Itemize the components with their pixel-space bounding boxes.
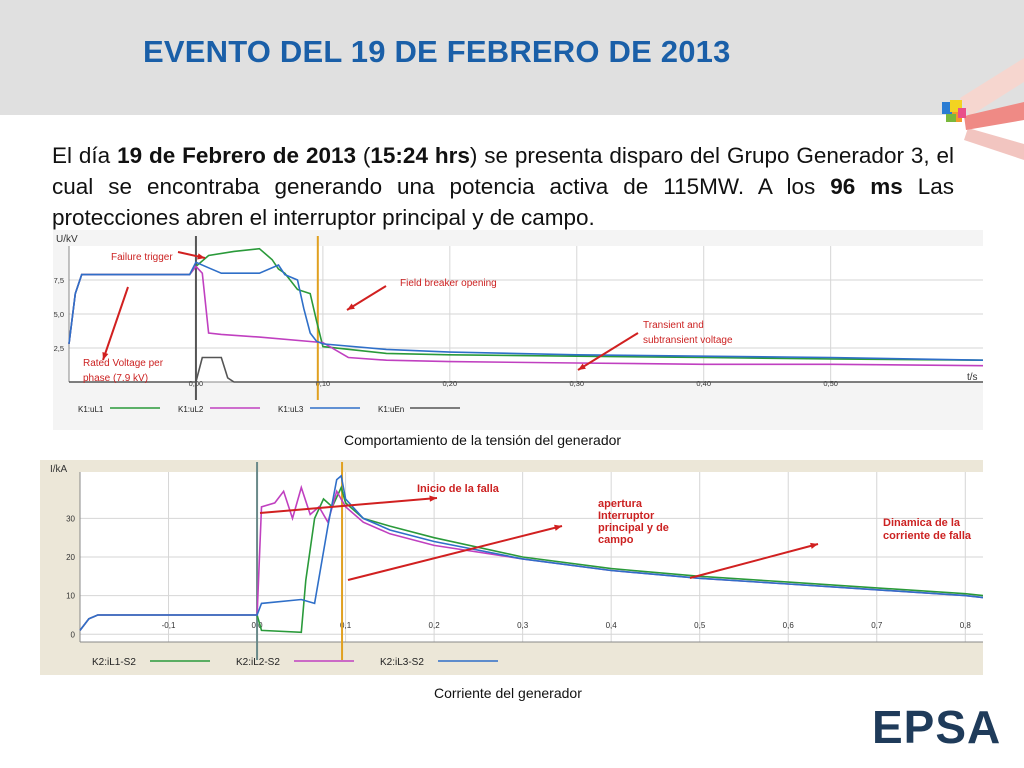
annotation-label: Field breaker opening <box>400 278 497 289</box>
x-tick-label: 0,20 <box>443 379 458 388</box>
desc-text-4: Las protecciones abren el interruptor pr… <box>52 174 954 230</box>
y-axis-label: I/kA <box>50 464 68 475</box>
legend-label: K1:uEn <box>378 405 404 414</box>
x-tick-label: 0,2 <box>429 621 441 630</box>
annotation-label: Dinamica de la <box>883 517 961 529</box>
current-chart-svg: -0,10,00,10,20,30,40,50,60,70,80102030I/… <box>50 462 983 668</box>
x-tick-label: 0,8 <box>960 621 972 630</box>
annotation-arrowhead <box>429 495 437 502</box>
voltage-chart: 0,000,100,200,300,400,502,55,07,5U/kVt/s… <box>53 230 983 430</box>
annotation-label: Inicio de la falla <box>417 483 500 495</box>
desc-text-1: El día <box>52 143 118 168</box>
legend-label: K1:uL2 <box>178 405 204 414</box>
x-tick-label: 0,50 <box>823 379 838 388</box>
annotation-arrow <box>577 332 639 371</box>
annotation-arrow <box>259 497 438 514</box>
x-tick-label: 0,3 <box>517 621 529 630</box>
annotation-label: Transient and <box>643 320 704 331</box>
legend-label: K2:iL2-S2 <box>236 657 280 668</box>
y-axis-label: U/kV <box>56 234 78 245</box>
annotation-arrowhead <box>554 524 562 531</box>
annotation-arrow <box>347 525 563 581</box>
x-tick-label: 0,40 <box>696 379 711 388</box>
y-tick-label: 0 <box>71 630 76 639</box>
series-line <box>79 485 983 634</box>
annotation-label: subtransient voltage <box>643 335 733 346</box>
slide-title: EVENTO DEL 19 DE FEBRERO DE 2013 <box>143 34 731 69</box>
brand-logo: EPSA <box>872 701 1002 753</box>
legend-label: K1:uL3 <box>278 405 304 414</box>
x-tick-label: 0,10 <box>316 379 331 388</box>
x-tick-label: 0,6 <box>783 621 795 630</box>
legend-label: K2:iL3-S2 <box>380 657 424 668</box>
header-band <box>0 0 1024 115</box>
annotation-arrowhead <box>578 363 586 370</box>
legend-label: K1:uL1 <box>78 405 104 414</box>
annotation-arrowhead <box>347 303 355 310</box>
series-line <box>79 474 983 631</box>
annotation-arrow <box>102 286 129 361</box>
y-tick-label: 5,0 <box>54 310 64 319</box>
current-chart: -0,10,00,10,20,30,40,50,60,70,80102030I/… <box>40 460 983 675</box>
x-tick-label: -0,1 <box>162 621 176 630</box>
annotation-arrow <box>346 285 387 311</box>
annotation-arrowhead <box>197 253 205 260</box>
annotation-arrowhead <box>102 352 109 360</box>
desc-time: 15:24 hrs <box>370 143 470 168</box>
logo-mark-icon <box>930 40 1024 160</box>
x-tick-label: 0,7 <box>871 621 883 630</box>
annotation-label: phase (7.9 kV) <box>83 373 148 384</box>
series-line <box>69 356 983 383</box>
desc-text-3: ) se presenta disparo del Grupo Generado… <box>52 143 955 199</box>
annotation-arrowhead <box>810 542 818 549</box>
desc-date: 19 de Febrero de 2013 <box>117 143 357 168</box>
annotation-label: campo <box>598 534 634 546</box>
y-tick-label: 20 <box>66 553 75 562</box>
desc-duration: 96 ms <box>830 174 903 199</box>
x-tick-label: 0,5 <box>694 621 706 630</box>
annotation-label: corriente de falla <box>883 530 972 542</box>
y-tick-label: 10 <box>66 592 75 601</box>
annotation-label: principal y de <box>598 522 669 534</box>
x-axis-label: t/s <box>967 372 978 383</box>
x-tick-label: 0,1 <box>340 621 352 630</box>
current-chart-caption: Corriente del generador <box>434 685 582 701</box>
annotation-label: Rated Voltage per <box>83 358 164 369</box>
annotation-label: apertura <box>598 498 643 510</box>
series-line <box>68 261 983 361</box>
voltage-chart-caption: Comportamiento de la tensión del generad… <box>344 432 622 448</box>
event-description: El día 19 de Febrero de 2013 (15:24 hrs)… <box>52 140 954 233</box>
voltage-chart-svg: 0,000,100,200,300,400,502,55,07,5U/kVt/s… <box>54 234 983 414</box>
y-tick-label: 7,5 <box>54 276 64 285</box>
x-tick-label: 0,30 <box>569 379 584 388</box>
desc-text-2: ( <box>356 143 371 168</box>
x-tick-label: 0,4 <box>606 621 618 630</box>
y-tick-label: 2,5 <box>54 344 64 353</box>
annotation-label: Failure trigger <box>111 252 173 263</box>
legend-label: K2:iL1-S2 <box>92 657 136 668</box>
annotation-arrow <box>689 543 819 579</box>
y-tick-label: 30 <box>66 514 75 523</box>
annotation-label: Interruptor <box>598 510 655 522</box>
